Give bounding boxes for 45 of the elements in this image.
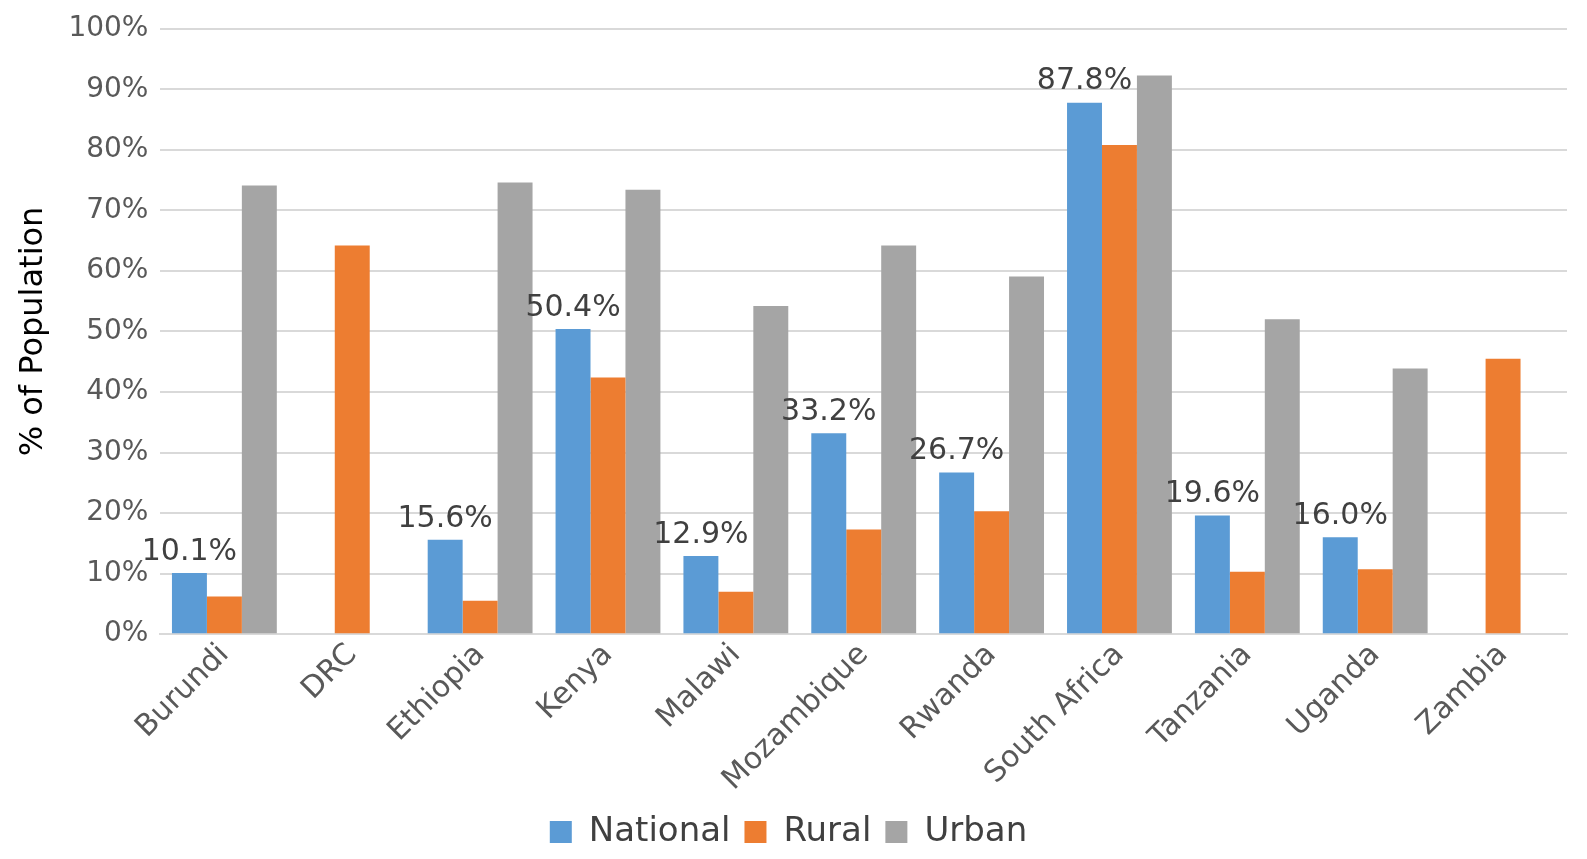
bar <box>939 472 975 634</box>
data-label: 26.7% <box>908 431 1005 467</box>
y-tick-label: 40% <box>86 373 149 407</box>
bar <box>718 591 754 634</box>
bar <box>590 377 626 634</box>
bar <box>1194 515 1230 634</box>
bar <box>974 511 1010 634</box>
bar <box>171 573 207 634</box>
y-tick-label: 100% <box>68 10 149 44</box>
y-tick-label: 20% <box>86 494 149 528</box>
bar <box>1322 537 1358 634</box>
bar <box>555 329 591 634</box>
y-tick-label: 30% <box>86 433 149 467</box>
y-tick-label: 60% <box>86 252 149 286</box>
bar <box>1392 368 1428 634</box>
bar <box>811 433 847 634</box>
legend-label: National <box>588 808 731 849</box>
data-label: 12.9% <box>653 514 749 550</box>
bar <box>683 556 719 634</box>
y-tick-label: 0% <box>104 615 149 649</box>
y-tick-label: 70% <box>86 191 149 225</box>
bar <box>1229 571 1265 634</box>
bar <box>846 529 882 634</box>
data-label: 33.2% <box>781 391 877 427</box>
bar <box>427 539 463 634</box>
y-tick-label: 90% <box>86 70 149 104</box>
data-label: 15.6% <box>397 498 493 534</box>
data-label: 16.0% <box>1292 496 1388 532</box>
data-label: 87.8% <box>1036 61 1133 97</box>
bar <box>1067 102 1102 634</box>
bar <box>334 245 370 634</box>
bar <box>1101 145 1137 634</box>
bar <box>1485 358 1521 634</box>
y-tick-label: 80% <box>86 131 149 165</box>
legend-label: Urban <box>924 808 1028 849</box>
legend-label: Rural <box>783 808 872 849</box>
bar <box>206 596 242 634</box>
bar <box>1009 276 1045 634</box>
bar <box>241 185 277 634</box>
bar <box>1357 569 1393 634</box>
y-axis-title: % of Population <box>11 206 50 457</box>
data-label: 19.6% <box>1164 474 1261 510</box>
bar <box>462 600 498 634</box>
data-label: 50.4% <box>525 287 621 323</box>
y-tick-label: 50% <box>86 312 149 346</box>
